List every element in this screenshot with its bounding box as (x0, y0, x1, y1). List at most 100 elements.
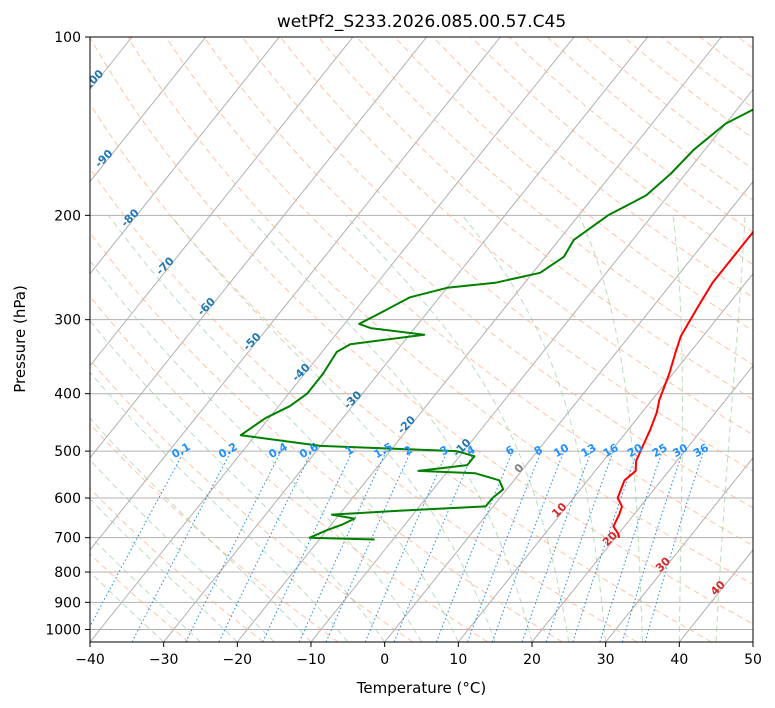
mixing-ratio-line (325, 450, 412, 642)
dry-adiabat-line (737, 37, 753, 49)
chart-title: wetPf2_S233.2026.085.00.57.C45 (277, 12, 566, 32)
mixing-ratio-line (545, 450, 614, 642)
dry-adiabat-label: 0 (512, 461, 527, 476)
dry-adiabat-label: -90 (92, 147, 115, 170)
dry-adiabat-line (90, 553, 190, 642)
moist-adiabat-line (344, 214, 570, 642)
isotherm-line (90, 37, 501, 551)
isotherm-line (384, 180, 753, 642)
dewpoint-profile-line (239, 108, 753, 541)
dry-adiabat-label: -70 (154, 254, 177, 277)
mixing-ratio-line (599, 450, 663, 642)
mixing-ratio-line (298, 450, 387, 642)
mixing-ratio-line (491, 450, 565, 642)
dry-adiabat-line (394, 37, 753, 332)
moist-adiabat-line (90, 535, 201, 642)
y-tick-label: 700 (54, 531, 81, 547)
dry-adiabat-line (470, 37, 753, 266)
mixing-ratio-label: 25 (650, 441, 670, 460)
dry-adiabat-line (318, 37, 753, 401)
moist-adiabat-line (90, 498, 238, 642)
mixing-ratio-label: 36 (691, 441, 711, 460)
isotherm-line (90, 37, 354, 367)
dry-adiabat-label: -20 (395, 413, 418, 436)
isotherm-line (605, 457, 753, 642)
moist-adiabat-line (107, 215, 459, 642)
x-tick-label: 30 (597, 652, 615, 668)
mixing-ratio-label: 13 (579, 441, 599, 460)
mixing-ratio-line (364, 450, 448, 642)
y-tick-label: 300 (54, 313, 81, 329)
mixing-ratio-line (393, 450, 475, 642)
x-axis-label: Temperature (°C) (356, 679, 486, 697)
mixing-ratio-label: 20 (625, 441, 645, 460)
x-tick-label: 20 (523, 652, 541, 668)
isotherm-line (531, 364, 753, 642)
y-tick-label: 200 (54, 208, 81, 224)
moist-adiabat-line (672, 215, 683, 642)
mixing-ratio-label: 0.2 (216, 440, 239, 461)
dry-adiabat-line (90, 37, 753, 625)
moist-adiabat-line (715, 215, 746, 642)
isotherm-line (0, 37, 58, 642)
x-tick-label: −30 (149, 652, 179, 668)
x-tick-label: 10 (449, 652, 467, 668)
isotherm-line (678, 549, 753, 642)
mixing-ratio-line (262, 450, 353, 642)
temperature-profile-line (612, 230, 753, 538)
dry-adiabat-label: -50 (240, 330, 263, 353)
dry-adiabat-line (90, 103, 712, 642)
dry-adiabat-line (356, 37, 753, 366)
x-tick-label: 40 (670, 652, 688, 668)
moist-adiabat-line (90, 417, 312, 642)
isotherm-line (236, 37, 722, 642)
mixing-ratio-label: 6 (503, 443, 516, 458)
isotherm-line (90, 37, 428, 459)
mixing-ratio-line (218, 450, 313, 642)
isotherm-line (90, 37, 280, 275)
y-tick-label: 1000 (45, 622, 81, 638)
isotherm-line (457, 272, 753, 642)
dry-adiabat-label: -40 (289, 361, 312, 384)
dry-adiabat-label: -100 (78, 67, 107, 96)
dry-adiabat-line (90, 487, 264, 642)
y-tick-label: 100 (54, 30, 81, 46)
dry-adiabat-line (241, 37, 753, 472)
mixing-ratio-line (521, 450, 592, 642)
mixing-ratio-line (621, 450, 684, 642)
dry-adiabat-line (90, 295, 488, 642)
y-tick-label: 400 (54, 387, 81, 403)
isotherm-line (163, 37, 649, 642)
moist-adiabat-line (90, 571, 165, 642)
mixing-ratio-label: 0.1 (169, 440, 192, 461)
moist-adiabat-line (461, 214, 607, 642)
mixing-ratio-line (90, 450, 185, 628)
dry-adiabat-line (547, 37, 753, 201)
y-axis-label: Pressure (hPa) (11, 285, 29, 393)
dry-adiabat-line (90, 167, 638, 642)
x-tick-label: −10 (296, 652, 326, 668)
dry-adiabat-line (699, 37, 753, 79)
dry-adiabat-line (90, 359, 414, 642)
dry-adiabat-line (127, 37, 753, 586)
plot-frame (89, 36, 754, 643)
x-tick-label: −20 (223, 652, 253, 668)
x-tick-label: −40 (75, 652, 105, 668)
dry-adiabat-line (203, 37, 753, 509)
dry-adiabat-line (432, 37, 753, 298)
moist-adiabat-line (247, 214, 533, 642)
y-tick-label: 500 (54, 444, 81, 460)
moist-adiabat-line (90, 320, 386, 642)
x-tick-label: 50 (744, 652, 762, 668)
mixing-ratio-label: 0.4 (266, 440, 290, 461)
dry-adiabat-line (165, 37, 753, 547)
dry-adiabat-label: -60 (195, 295, 218, 318)
moist-adiabat-line (90, 260, 422, 642)
isotherm-line (752, 641, 753, 642)
mixing-ratio-label: 10 (551, 441, 571, 460)
dry-adiabat-label: -80 (118, 206, 141, 229)
y-tick-label: 800 (54, 565, 81, 581)
moist-adiabat-line (578, 215, 643, 642)
